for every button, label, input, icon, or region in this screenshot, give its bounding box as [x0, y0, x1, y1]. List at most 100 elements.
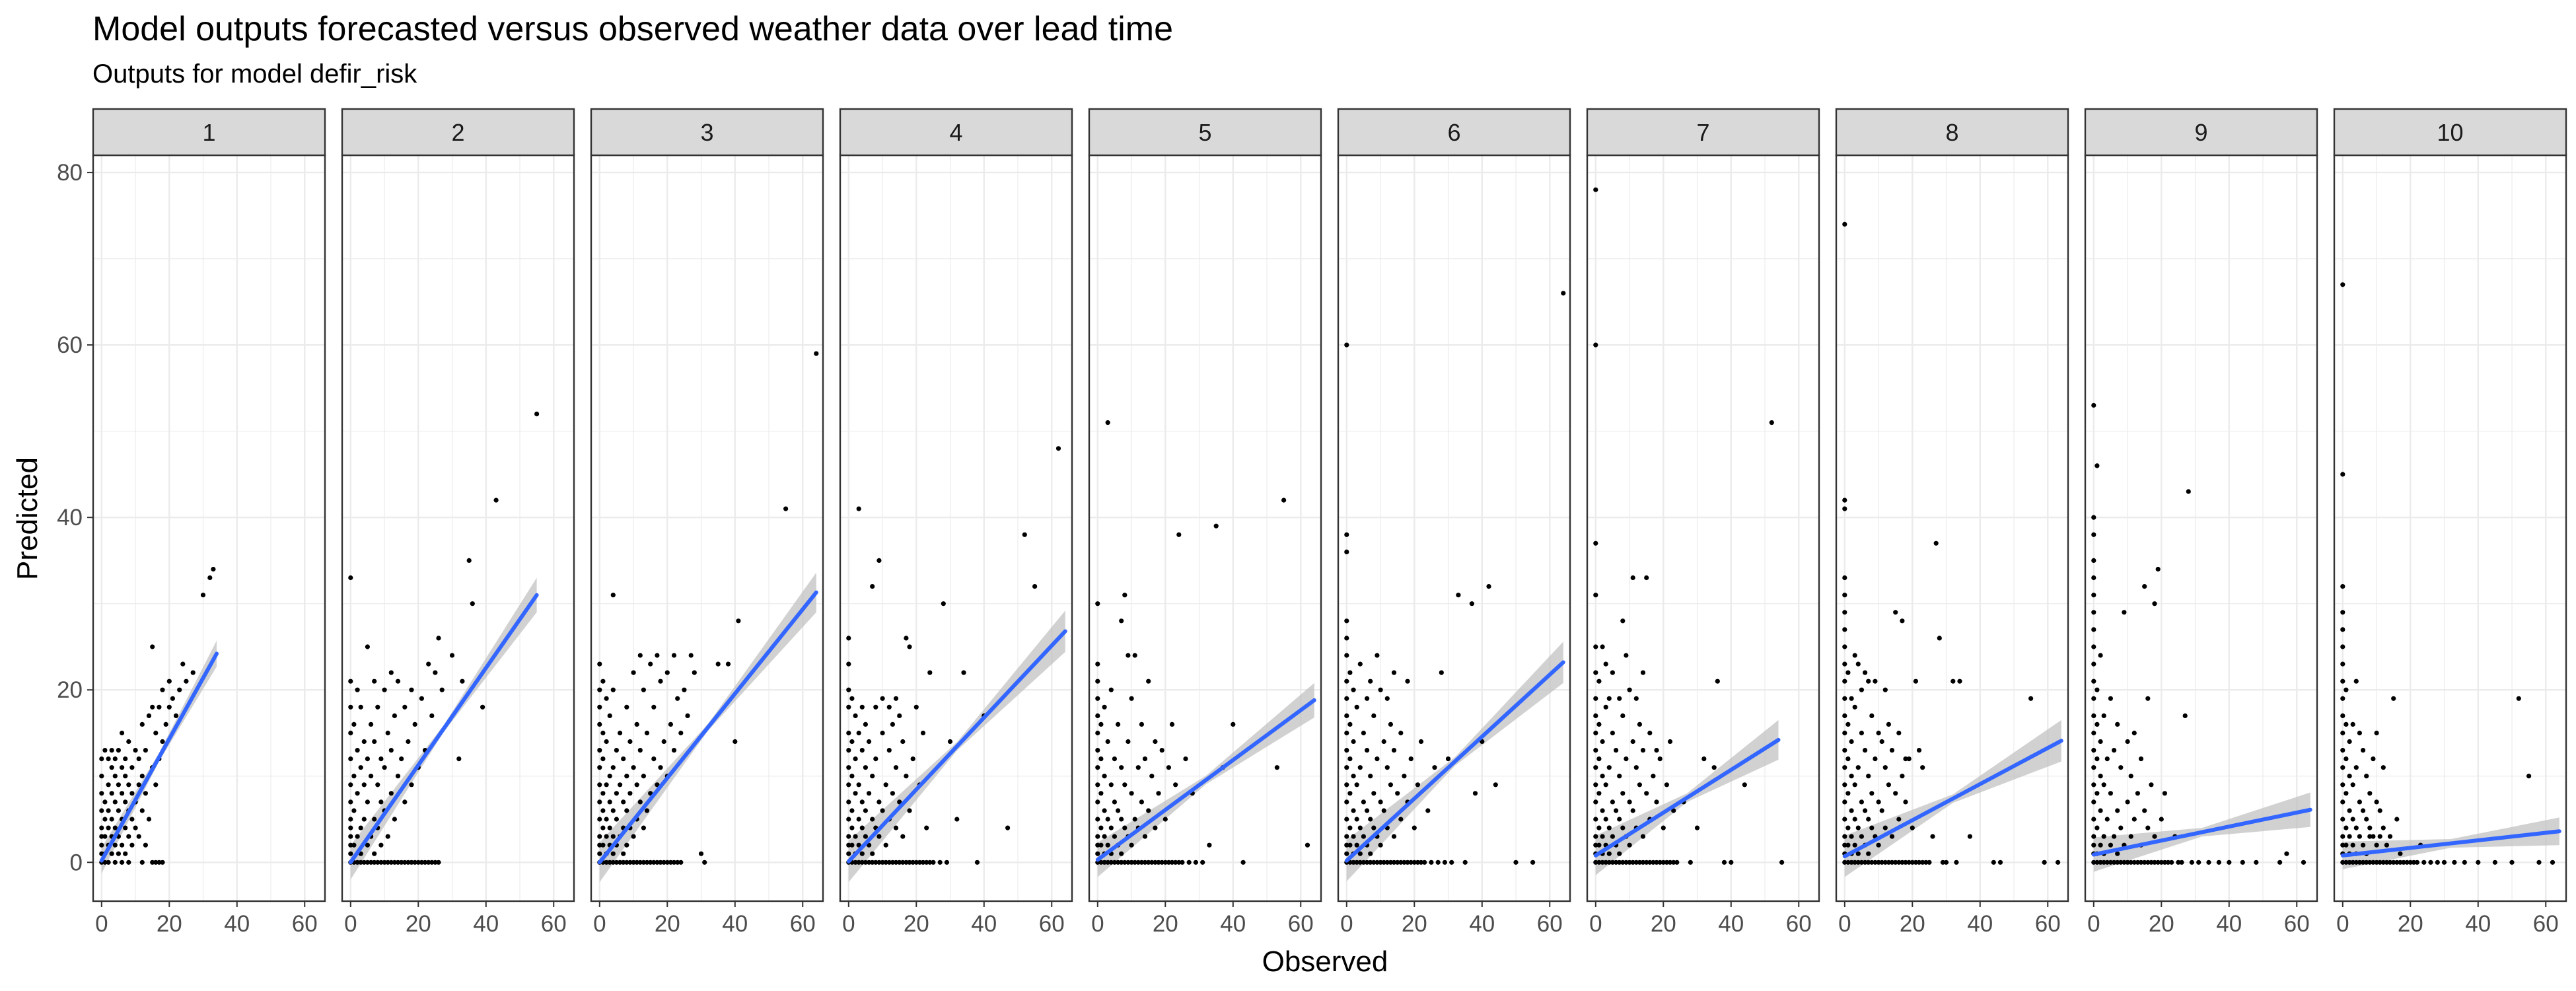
- data-point: [1095, 851, 1100, 856]
- data-point: [2165, 860, 2171, 865]
- data-point: [624, 704, 629, 710]
- data-point: [2340, 748, 2345, 753]
- data-point: [112, 799, 118, 805]
- data-point: [2550, 860, 2556, 865]
- data-point: [849, 774, 855, 779]
- data-point: [1344, 834, 1349, 839]
- data-point: [2125, 860, 2130, 865]
- data-point: [1095, 765, 1100, 770]
- data-point: [1849, 808, 1854, 813]
- data-point: [1657, 756, 1663, 762]
- data-point: [365, 644, 371, 649]
- data-point: [1371, 860, 1377, 865]
- data-point: [846, 782, 851, 788]
- data-point: [610, 834, 616, 839]
- data-point: [1614, 748, 1619, 753]
- data-point: [1281, 497, 1287, 503]
- data-point: [143, 748, 148, 753]
- data-point: [944, 860, 949, 865]
- data-point: [385, 730, 390, 736]
- data-point: [954, 817, 960, 822]
- data-point: [641, 825, 647, 830]
- data-point: [897, 799, 902, 805]
- data-point: [1305, 842, 1310, 848]
- data-point: [1593, 748, 1598, 753]
- data-point: [1139, 721, 1144, 727]
- data-point: [2155, 860, 2161, 865]
- data-point: [849, 808, 855, 813]
- data-point: [129, 842, 135, 848]
- data-point: [1361, 730, 1366, 736]
- data-point: [877, 834, 882, 839]
- x-tick-label: 0: [2087, 911, 2100, 937]
- data-point: [1561, 291, 1566, 296]
- data-point: [2149, 782, 2154, 788]
- data-point: [849, 696, 855, 701]
- data-point: [480, 704, 485, 710]
- data-point: [1866, 860, 1871, 865]
- data-point: [2098, 842, 2103, 848]
- data-point: [1129, 842, 1134, 848]
- data-point: [190, 670, 196, 675]
- data-point: [2142, 860, 2147, 865]
- data-point: [126, 782, 131, 788]
- data-point: [1119, 860, 1124, 865]
- data-point: [873, 860, 878, 865]
- fit-line: [2340, 829, 2561, 858]
- data-point: [863, 834, 868, 839]
- data-point: [2122, 860, 2127, 865]
- data-point: [1402, 774, 1407, 779]
- data-point: [136, 782, 141, 788]
- data-point: [1108, 782, 1114, 788]
- data-point: [1654, 748, 1659, 753]
- x-tick-label: 0: [2336, 911, 2349, 937]
- data-point: [2380, 860, 2386, 865]
- panel-background: [1089, 155, 1321, 901]
- data-point: [648, 661, 653, 667]
- data-point: [2091, 713, 2096, 718]
- data-point: [395, 679, 401, 684]
- data-point: [1344, 851, 1349, 856]
- data-point: [2343, 825, 2349, 830]
- x-tick-label: 40: [1718, 911, 1744, 937]
- data-point: [1849, 739, 1854, 745]
- data-point: [123, 851, 128, 856]
- data-point: [402, 860, 408, 865]
- x-tick-label: 20: [1900, 911, 1925, 937]
- data-point: [597, 687, 602, 692]
- data-point: [678, 730, 684, 736]
- data-point: [880, 860, 885, 865]
- data-point: [597, 782, 602, 788]
- data-point: [200, 593, 206, 598]
- data-point: [1866, 679, 1871, 684]
- data-point: [1842, 817, 1847, 822]
- data-point: [658, 765, 663, 770]
- data-point: [109, 765, 114, 770]
- data-point: [2435, 860, 2440, 865]
- data-point: [143, 842, 148, 848]
- data-point: [534, 412, 540, 417]
- data-point: [658, 860, 663, 865]
- data-point: [1344, 618, 1349, 624]
- facet-strip-label: 9: [2194, 119, 2207, 146]
- facet-strip-label: 8: [1945, 119, 1958, 146]
- data-point: [627, 739, 633, 745]
- x-tick-label: 40: [1220, 911, 1246, 937]
- data-point: [2347, 774, 2352, 779]
- data-point: [378, 799, 384, 805]
- data-point: [369, 721, 374, 727]
- data-point: [2108, 842, 2113, 848]
- data-point: [904, 636, 909, 641]
- data-point: [129, 765, 135, 770]
- data-point: [1876, 730, 1881, 736]
- data-point: [351, 721, 357, 727]
- data-point: [1600, 808, 1605, 813]
- data-point: [2374, 730, 2379, 736]
- data-point: [1142, 860, 1148, 865]
- data-point: [99, 774, 104, 779]
- data-point: [1721, 860, 1727, 865]
- data-point: [2462, 860, 2467, 865]
- data-point: [931, 860, 936, 865]
- data-point: [2094, 860, 2100, 865]
- data-point: [2492, 860, 2497, 865]
